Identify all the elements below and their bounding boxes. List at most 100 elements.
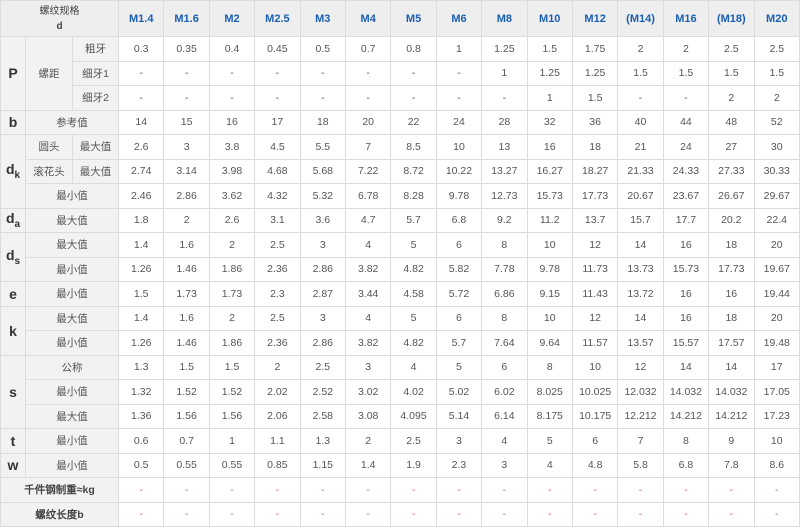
value-cell: 2 — [254, 354, 301, 380]
table-row: 千件钢制重≈kg - - - - - - - - - - - - - - - — [0, 477, 800, 503]
value-cell: 13.7 — [571, 207, 619, 233]
symbol-text: k — [9, 322, 17, 339]
value-cell: 17.23 — [753, 403, 800, 429]
size-header-M2.5: M2.5 — [254, 0, 301, 37]
value-cell: 12 — [571, 232, 619, 258]
value-cell: 4 — [344, 305, 392, 331]
value-cell: - — [163, 477, 210, 503]
value-cell: 3.14 — [163, 158, 210, 184]
value-cell: 1.73 — [208, 281, 256, 307]
value-cell: 0.3 — [118, 36, 165, 62]
value-cell: 9.15 — [526, 281, 573, 307]
symbol-text: e — [9, 285, 17, 302]
value-cell: 22 — [390, 109, 437, 135]
value-cell: 0.5 — [118, 452, 165, 478]
value-cell: 2.02 — [254, 379, 301, 405]
row-label: 最大值 — [71, 158, 120, 184]
value-cell: 6 — [435, 305, 483, 331]
size-header-M1.6: M1.6 — [163, 0, 210, 37]
value-cell: 0.45 — [254, 36, 301, 62]
value-cell: 30 — [753, 134, 800, 160]
value-cell: 1.3 — [118, 354, 165, 380]
value-cell: 6.8 — [435, 207, 483, 233]
size-header-M12: M12 — [571, 0, 619, 37]
value-cell: 4.7 — [344, 207, 392, 233]
value-cell: 1.5 — [118, 281, 165, 307]
value-cell: 4 — [344, 232, 392, 258]
value-cell: 8 — [662, 428, 710, 454]
value-cell: 1.5 — [571, 85, 619, 111]
value-cell: 14.212 — [708, 403, 755, 429]
value-cell: 6.02 — [481, 379, 528, 405]
value-cell: 2 — [344, 428, 392, 454]
row-label: 最大值 — [24, 207, 120, 233]
value-cell: - — [526, 501, 573, 527]
dimension-symbol: da — [0, 207, 26, 233]
value-cell: 26.67 — [708, 183, 755, 209]
value-cell: 18.27 — [571, 158, 619, 184]
value-cell: 52 — [753, 109, 800, 135]
value-cell: 15.73 — [662, 256, 710, 282]
value-cell: 13.57 — [617, 330, 664, 356]
value-cell: 2.52 — [299, 379, 346, 405]
value-cell: - — [299, 60, 346, 86]
value-cell: 19.48 — [753, 330, 800, 356]
value-cell: 13 — [481, 134, 528, 160]
value-cell: - — [753, 501, 800, 527]
value-cell: 20.67 — [617, 183, 664, 209]
value-cell: 11.73 — [571, 256, 619, 282]
value-cell: 1.73 — [163, 281, 210, 307]
value-cell: - — [208, 85, 256, 111]
value-cell: 1.56 — [208, 403, 256, 429]
value-cell: 16.27 — [526, 158, 573, 184]
value-cell: - — [617, 501, 664, 527]
value-cell: 18 — [571, 134, 619, 160]
row-label: 最小值 — [24, 330, 120, 356]
table-row: b 参考值 14 15 16 17 18 20 22 24 28 32 36 40 44 48 52 — [0, 109, 800, 135]
value-cell: - — [571, 477, 619, 503]
value-cell: 4.02 — [390, 379, 437, 405]
value-cell: 2.36 — [254, 330, 301, 356]
value-cell: 18 — [299, 109, 346, 135]
row-label: 公称 — [24, 354, 120, 380]
size-header-M18: (M18) — [708, 0, 755, 37]
value-cell: 8.5 — [390, 134, 437, 160]
value-cell: 7 — [617, 428, 664, 454]
value-cell: 7.8 — [708, 452, 755, 478]
value-cell: - — [344, 477, 392, 503]
value-cell: 2.58 — [299, 403, 346, 429]
value-cell: 1.5 — [163, 354, 210, 380]
value-cell: 1.5 — [662, 60, 710, 86]
size-header-M6: M6 — [435, 0, 483, 37]
value-cell: - — [163, 85, 210, 111]
value-cell: - — [662, 85, 710, 111]
row-label: 最小值 — [24, 183, 120, 209]
value-cell: 4.8 — [571, 452, 619, 478]
row-label: 最大值 — [71, 134, 120, 160]
value-cell: - — [481, 501, 528, 527]
value-cell: 17.7 — [662, 207, 710, 233]
value-cell: 1.4 — [118, 305, 165, 331]
table-row: 最小值 2.46 2.86 3.62 4.32 5.32 6.78 8.28 9.78 12.73… — [1, 183, 800, 209]
value-cell: - — [435, 501, 483, 527]
value-cell: - — [254, 501, 301, 527]
value-cell: - — [208, 501, 256, 527]
row-label: 螺纹长度b — [0, 501, 120, 527]
value-cell: 2.86 — [163, 183, 210, 209]
value-cell: 11.43 — [571, 281, 619, 307]
value-cell: 14 — [617, 232, 664, 258]
value-cell: 1.46 — [163, 330, 210, 356]
value-cell: 1.6 — [163, 305, 210, 331]
value-cell: 2.5 — [753, 36, 800, 62]
dimension-symbol: b — [0, 109, 26, 135]
value-cell: 2.87 — [299, 281, 346, 307]
value-cell: 3.02 — [344, 379, 392, 405]
table-row: t 最小值 0.6 0.7 1 1.1 1.3 2 2.5 3 4 5 6 7 8 9 10 — [0, 428, 800, 454]
value-cell: 14 — [118, 109, 165, 135]
value-cell: - — [390, 501, 437, 527]
value-cell: 1.1 — [254, 428, 301, 454]
value-cell: 20 — [753, 305, 800, 331]
value-cell: 8 — [526, 354, 573, 380]
value-cell: 12 — [571, 305, 619, 331]
value-cell: 9.78 — [526, 256, 573, 282]
